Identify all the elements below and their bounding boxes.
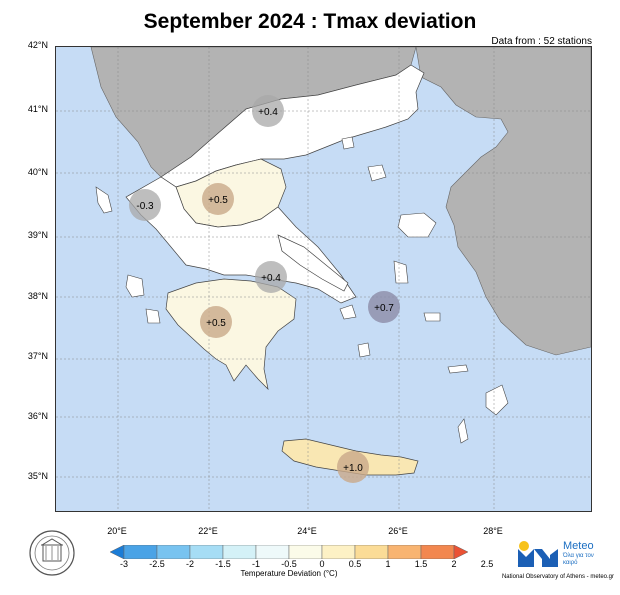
lon-tick-label: 26°E xyxy=(388,526,408,536)
samos-island xyxy=(423,312,441,322)
colorbar-tick-label: -1 xyxy=(251,559,260,569)
colorbar-segment xyxy=(156,545,191,559)
colorbar-tick-label: 2.5 xyxy=(480,559,494,569)
colorbar-tick-label: 0 xyxy=(319,559,325,569)
colorbar-segment xyxy=(387,545,422,559)
region-marker-thessalia: +0.5 xyxy=(202,183,234,215)
brand-tagline: Όλα για τον καιρό xyxy=(563,553,594,566)
evia-island xyxy=(277,234,349,292)
rhodes-island xyxy=(485,384,509,416)
lat-lon-grid xyxy=(56,47,591,511)
colorbar-tick-label: 1 xyxy=(385,559,391,569)
lon-tick-label: 28°E xyxy=(483,526,503,536)
map-title: September 2024 : Tmax deviation xyxy=(143,10,477,33)
colorbar-tick-label: 1.5 xyxy=(414,559,428,569)
colorbar-segment xyxy=(288,545,323,559)
karpathos-island xyxy=(457,418,469,444)
region-marker-peloponnisos: +0.5 xyxy=(200,306,232,338)
colorbar-segment xyxy=(189,545,224,559)
observatory-seal-icon xyxy=(29,530,75,576)
andros-island xyxy=(339,304,357,320)
map-area: -0.3 +0.4 +0.5 +0.4 +0.5 +0.7 +1.0 xyxy=(55,46,592,512)
credit-text: National Observatory of Athens - meteo.g… xyxy=(501,574,614,580)
thasos-island xyxy=(341,136,355,150)
zakynthos-island xyxy=(145,308,161,324)
region-marker-aegean: +0.7 xyxy=(368,291,400,323)
chios-island xyxy=(393,260,409,284)
colorbar-tick-label: -2 xyxy=(185,559,194,569)
map-svg: -0.3 +0.4 +0.5 +0.4 +0.5 +0.7 +1.0 xyxy=(56,47,591,511)
lat-tick-label: 39°N xyxy=(27,230,48,240)
corfu-island xyxy=(95,186,113,214)
colorbar-tick-label: -1.5 xyxy=(215,559,231,569)
region-marker-kriti: +1.0 xyxy=(337,451,369,483)
colorbar-tick-label: 2 xyxy=(451,559,457,569)
lat-tick-label: 42°N xyxy=(27,40,48,50)
colorbar-segment xyxy=(354,545,389,559)
region-value-makedonia: +0.4 xyxy=(258,107,278,118)
colorbar-segment xyxy=(453,545,468,559)
region-value-ipiros: -0.3 xyxy=(136,201,154,212)
colorbar xyxy=(110,545,468,559)
region-value-aegean: +0.7 xyxy=(374,303,394,314)
meteo-logo-icon xyxy=(518,541,558,567)
region-marker-makedonia: +0.4 xyxy=(252,95,284,127)
region-marker-sterea: +0.4 xyxy=(255,261,287,293)
region-value-thessalia: +0.5 xyxy=(208,195,228,206)
colorbar-tick-label: -3 xyxy=(119,559,128,569)
colorbar-segment xyxy=(420,545,455,559)
region-value-sterea: +0.4 xyxy=(261,273,281,284)
lat-tick-label: 36°N xyxy=(27,411,48,421)
colorbar-title: Temperature Deviation (°C) xyxy=(240,569,338,578)
lon-tick-label: 22°E xyxy=(198,526,218,536)
colorbar-tick-label: -2.5 xyxy=(149,559,165,569)
region-value-kriti: +1.0 xyxy=(343,463,363,474)
lon-tick-label: 20°E xyxy=(107,526,127,536)
kos-island xyxy=(447,364,469,374)
colorbar-segment xyxy=(255,545,290,559)
lat-tick-label: 40°N xyxy=(27,167,48,177)
data-source-note: Data from : 52 stations xyxy=(491,36,592,47)
region-marker-ipiros: -0.3 xyxy=(129,189,161,221)
colorbar-segment xyxy=(321,545,356,559)
lat-tick-label: 41°N xyxy=(27,104,48,114)
kefalonia-island xyxy=(125,274,145,298)
lat-tick-label: 35°N xyxy=(27,471,48,481)
region-value-peloponnisos: +0.5 xyxy=(206,318,226,329)
lon-tick-label: 24°E xyxy=(297,526,317,536)
naxos-island xyxy=(357,342,371,358)
brand-name: Meteo xyxy=(563,540,594,552)
lat-tick-label: 38°N xyxy=(27,291,48,301)
colorbar-segment xyxy=(123,545,158,559)
lat-tick-label: 37°N xyxy=(27,351,48,361)
colorbar-segment xyxy=(222,545,257,559)
colorbar-segment xyxy=(110,545,125,559)
colorbar-tick-label: -0.5 xyxy=(281,559,297,569)
colorbar-tick-label: 0.5 xyxy=(348,559,362,569)
